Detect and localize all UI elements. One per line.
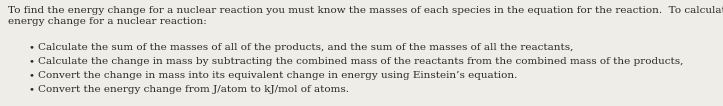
Text: Convert the change in mass into its equivalent change in energy using Einstein’s: Convert the change in mass into its equi…	[38, 71, 518, 80]
Text: Calculate the change in mass by subtracting the combined mass of the reactants f: Calculate the change in mass by subtract…	[38, 57, 683, 66]
Text: To find the energy change for a nuclear reaction you must know the masses of eac: To find the energy change for a nuclear …	[8, 6, 723, 26]
Text: •: •	[28, 43, 34, 52]
Text: •: •	[28, 85, 34, 94]
Text: Convert the energy change from J/atom to kJ/mol of atoms.: Convert the energy change from J/atom to…	[38, 85, 349, 94]
Text: •: •	[28, 57, 34, 66]
Text: •: •	[28, 71, 34, 80]
Text: Calculate the sum of the masses of all of the products, and the sum of the masse: Calculate the sum of the masses of all o…	[38, 43, 573, 52]
